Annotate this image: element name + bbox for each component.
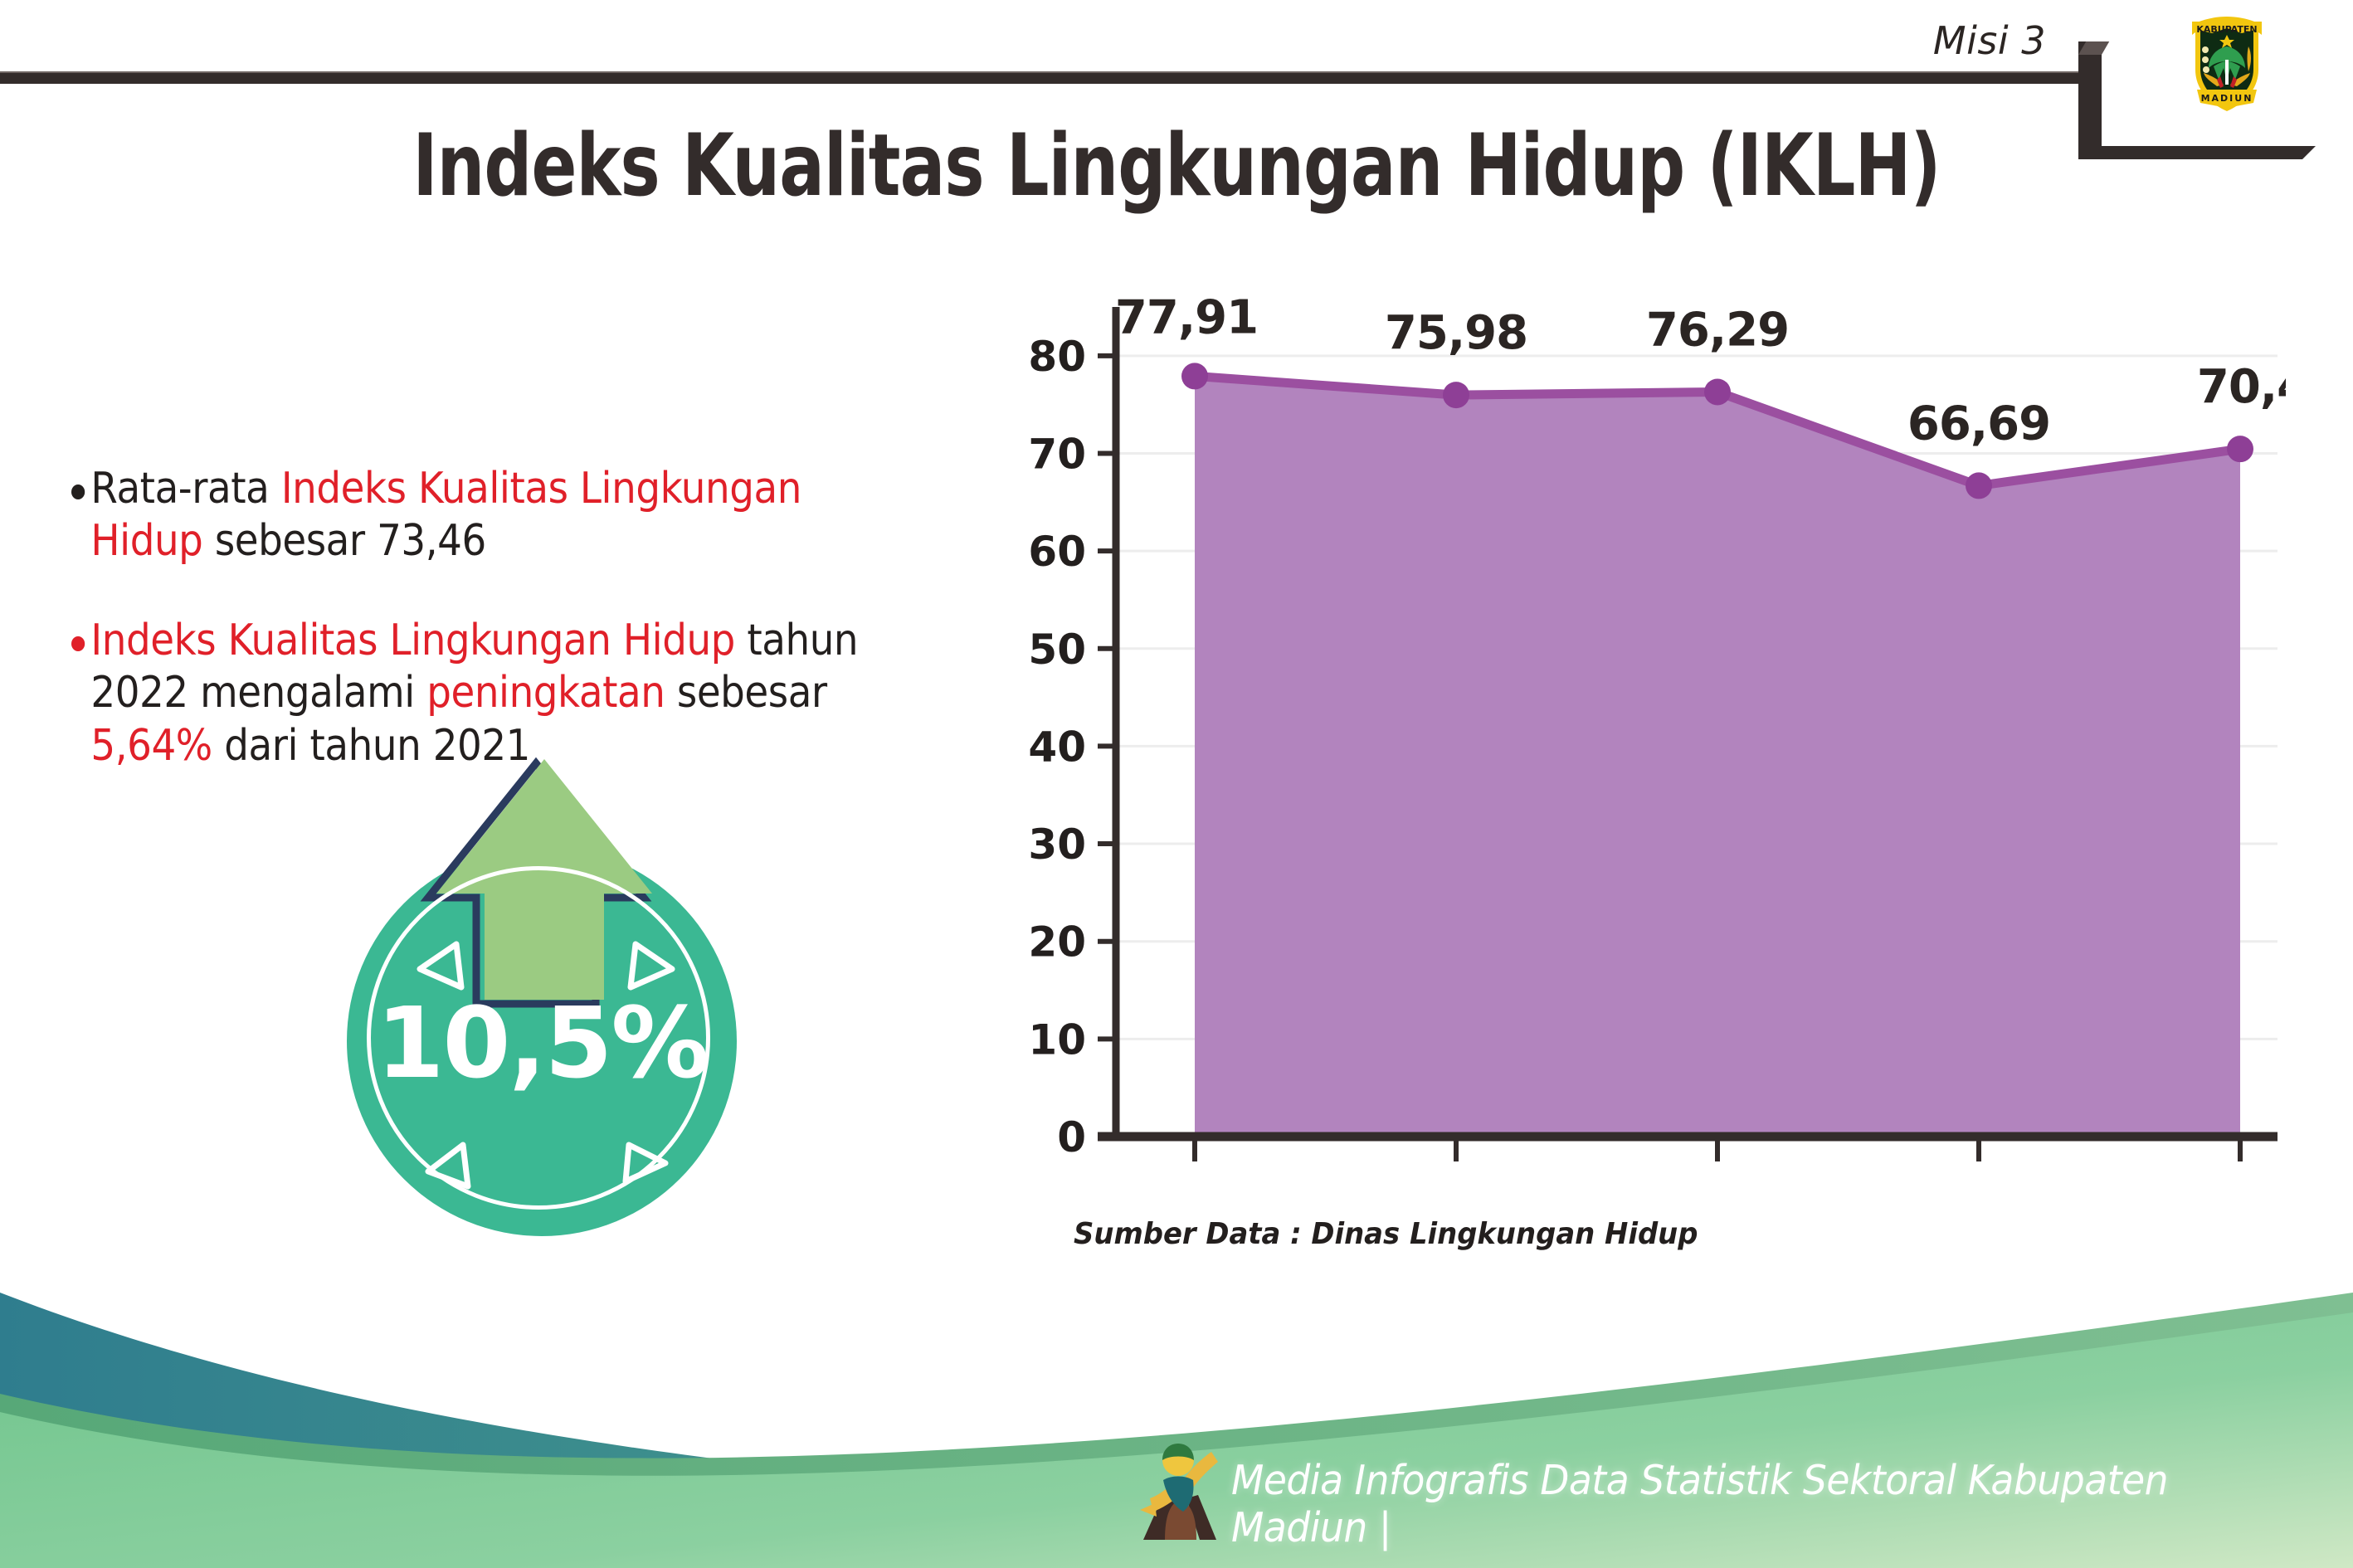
svg-text:MADIUN: MADIUN — [2201, 93, 2253, 104]
chart-marker — [2227, 436, 2253, 463]
chart-data-label: 77,91 — [1115, 299, 1258, 344]
svg-text:0: 0 — [1057, 1113, 1086, 1161]
bullet-dot-icon — [71, 635, 85, 651]
bullet-2-seg-3: sebesar — [665, 668, 827, 718]
badge-corner-ticks-icon — [417, 941, 675, 1190]
bullet-2-seg-1: tahun 2022 mengalami — [90, 615, 859, 718]
svg-text:50: 50 — [1028, 626, 1086, 674]
kabupaten-madiun-emblem-icon: KABUPATEN MADIUN — [2184, 10, 2270, 116]
footer-text: Media Infografis Data Statistik Sektoral… — [1231, 1457, 2169, 1551]
bullet-dot-icon — [71, 485, 85, 499]
list-item: Rata-rata Indeks Kualitas Lingkungan Hid… — [71, 463, 908, 568]
chart-data-label: 66,69 — [1907, 397, 2050, 450]
bullet-1-seg-2: sebesar 73,46 — [202, 516, 486, 567]
bullet-text-1: Rata-rata Indeks Kualitas Lingkungan Hid… — [90, 463, 908, 568]
badge-inner-ring — [367, 866, 710, 1210]
bullet-list: Rata-rata Indeks Kualitas Lingkungan Hid… — [71, 463, 1001, 819]
statistik-figure-logo-icon — [1140, 1444, 1218, 1540]
header-corner-bracket — [2078, 41, 2102, 158]
chart-data-label: 76,29 — [1646, 303, 1789, 357]
bullet-2-seg-4: 5,64% — [90, 720, 212, 771]
svg-text:60: 60 — [1028, 528, 1086, 576]
chart-marker — [1443, 382, 1469, 409]
bullet-1-seg-0: Rata-rata — [90, 464, 281, 514]
bullet-text-2: Indeks Kualitas Lingkungan Hidup tahun 2… — [90, 615, 908, 772]
chart-data-label: 75,98 — [1385, 306, 1527, 360]
svg-text:10: 10 — [1028, 1015, 1086, 1064]
chart-area-fill — [1195, 376, 2240, 1137]
increase-badge: 10,5% — [330, 755, 762, 1236]
header-corner-bracket-foot — [2078, 146, 2316, 159]
chart-markers — [1181, 363, 2253, 499]
chart-data-labels: 77,91 75,98 76,29 66,69 70,45 — [1115, 299, 2286, 450]
bullet-2-seg-2: peningkatan — [426, 668, 665, 718]
footer-wave-decoration — [0, 1293, 2353, 1568]
svg-text:40: 40 — [1028, 723, 1086, 771]
chart-source-note: Sumber Data : Dinas Lingkungan Hidup — [1074, 1217, 1698, 1251]
svg-text:70: 70 — [1028, 430, 1086, 478]
misi-label: Misi 3 — [1932, 18, 2046, 63]
svg-text:30: 30 — [1028, 821, 1086, 869]
list-item: Indeks Kualitas Lingkungan Hidup tahun 2… — [71, 615, 908, 772]
header-rule-highlight — [0, 71, 2091, 74]
chart-data-label: 70,45 — [2197, 360, 2286, 414]
svg-text:20: 20 — [1028, 918, 1086, 967]
bullet-2-seg-0: Indeks Kualitas Lingkungan Hidup — [90, 615, 735, 665]
bullet-1-seg-1: Indeks Kualitas Lingkungan Hidup — [90, 464, 801, 567]
chart-x-ticks — [1192, 1137, 2243, 1161]
chart-marker — [1966, 472, 1992, 499]
chart-marker — [1704, 378, 1731, 406]
badge-percentage: 10,5% — [376, 986, 709, 1100]
page-title: Indeks Kualitas Lingkungan Hidup (IKLH) — [412, 116, 1941, 216]
bullet-2-seg-5: dari tahun 2021 — [212, 720, 531, 771]
header-rule — [0, 73, 2091, 84]
chart-y-tick-labels: 0 10 20 30 40 50 60 70 80 — [1028, 333, 1086, 1161]
svg-text:80: 80 — [1028, 333, 1086, 381]
chart-marker — [1181, 363, 1208, 390]
svg-text:KABUPATEN: KABUPATEN — [2196, 24, 2257, 35]
